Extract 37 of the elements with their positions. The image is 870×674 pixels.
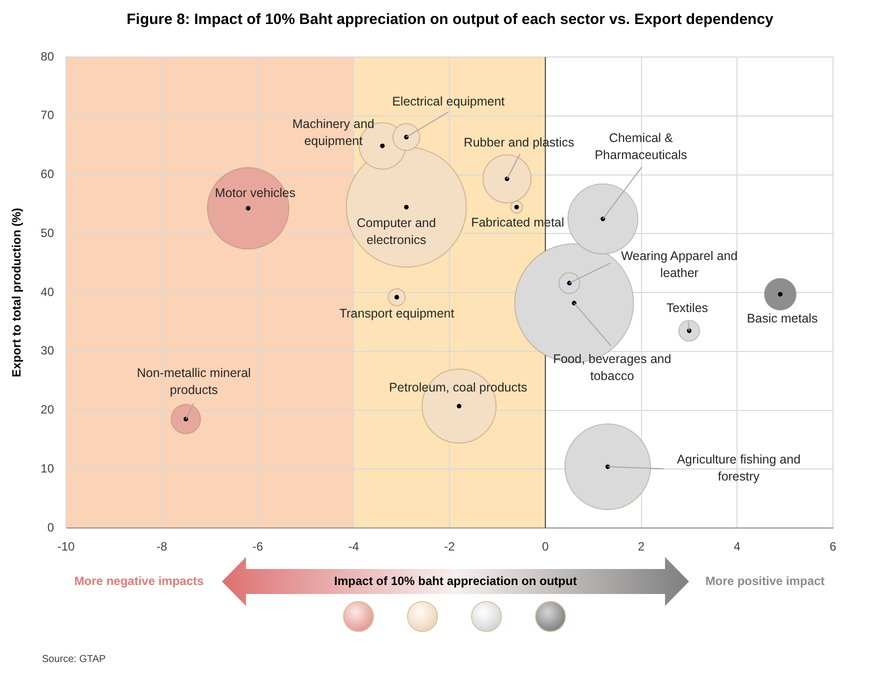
annotation: Wearing Apparel and leather — [621, 249, 738, 280]
y-tick-label: 40 — [40, 284, 54, 299]
x-tick-label: 6 — [830, 540, 837, 554]
annotation: Chemical & Pharmaceuticals — [594, 130, 688, 162]
x-tick-label: -8 — [156, 540, 168, 554]
annotation: Basic metals — [746, 312, 818, 326]
y-axis-title: Export to total production (%) — [10, 208, 24, 378]
y-tick-label: 60 — [40, 167, 54, 182]
y-tick-label: 50 — [40, 226, 54, 240]
y-tick-label: 30 — [40, 344, 54, 358]
annotation: Non-metallic mineral products — [136, 366, 251, 398]
x-tick-label: 4 — [734, 540, 741, 554]
x-tick-label: -10 — [57, 540, 75, 554]
text: More negative impacts — [73, 573, 205, 589]
x-tick-label: 0 — [542, 540, 550, 554]
annotation: Computer and electronics — [356, 216, 436, 248]
y-tick-label: 20 — [40, 402, 54, 417]
y-tick-label: 80 — [40, 49, 54, 64]
annotation: Machinery and equipment — [292, 116, 374, 148]
annotation: Food, beverages and tobacco — [553, 352, 672, 384]
annotation: Motor vehicles — [214, 186, 296, 200]
source-note: Source: GTAP — [42, 654, 106, 666]
text: More positive impact — [704, 573, 826, 589]
y-tick-label: 10 — [40, 461, 54, 476]
annotation: Textiles — [666, 301, 708, 316]
y-tick-label: 0 — [47, 520, 54, 534]
annotation: Petroleum, coal products — [388, 380, 528, 395]
chart-title: Figure 8: Impact of 10% Baht appreciation on output of each sector vs. Export dependency — [126, 11, 774, 28]
x-tick-label: -4 — [348, 540, 360, 554]
x-tick-label: -6 — [252, 540, 264, 554]
x-tick-label: -2 — [444, 540, 456, 554]
annotation: Transport equipment — [339, 306, 455, 321]
annotation: Electrical equipment — [392, 94, 506, 109]
x-axis-title: Impact of 10% baht appreciation on output — [333, 573, 578, 589]
x-tick-label: 2 — [638, 540, 645, 554]
annotation: Agriculture fishing and forestry — [676, 452, 801, 484]
y-tick-label: 70 — [40, 108, 54, 122]
